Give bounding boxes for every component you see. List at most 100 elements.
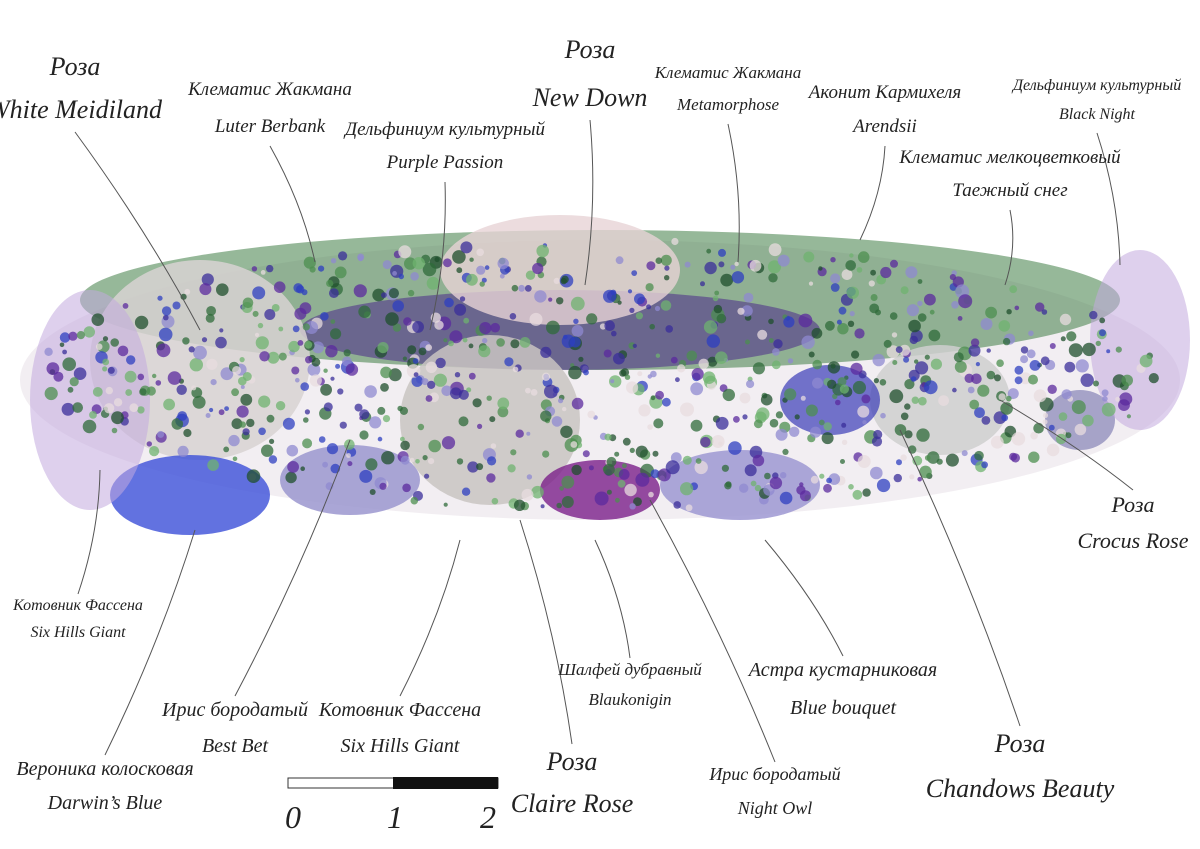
leaf bbox=[1101, 389, 1109, 397]
leaf bbox=[614, 451, 620, 457]
leaf bbox=[541, 372, 551, 381]
label-variety: Purple Passion bbox=[386, 152, 504, 173]
label-variety: Таежный снег bbox=[952, 180, 1067, 201]
flower-bed bbox=[20, 215, 1190, 535]
leaf bbox=[1115, 346, 1122, 353]
leaf bbox=[407, 345, 417, 355]
leaf bbox=[1148, 373, 1159, 384]
leaf bbox=[44, 386, 58, 401]
leaf bbox=[269, 438, 275, 444]
leaf bbox=[205, 313, 215, 323]
leaf bbox=[359, 430, 369, 440]
leaf bbox=[491, 497, 499, 505]
leaf bbox=[246, 469, 261, 484]
leader-line bbox=[727, 123, 740, 263]
label-variety: Six Hills Giant bbox=[341, 735, 460, 757]
leader-line bbox=[1096, 132, 1121, 266]
label-name: Дельфиниум культурный bbox=[343, 119, 545, 140]
leaf bbox=[330, 328, 342, 340]
leaf bbox=[631, 270, 638, 276]
leaf bbox=[546, 320, 560, 335]
leaf bbox=[184, 288, 191, 295]
leaf bbox=[629, 503, 636, 510]
leaf bbox=[273, 281, 286, 294]
leaf bbox=[873, 378, 880, 384]
leaf bbox=[909, 335, 918, 345]
leaf bbox=[724, 482, 732, 490]
leaf bbox=[809, 426, 822, 438]
leaf bbox=[260, 270, 266, 275]
leaf bbox=[207, 459, 219, 471]
leaf bbox=[268, 455, 278, 464]
leaf bbox=[400, 436, 405, 442]
leaf bbox=[287, 461, 299, 473]
leaf bbox=[477, 423, 483, 429]
scale-bar: 0 1 2 bbox=[285, 777, 499, 835]
label-name: Шалфей дубравный bbox=[557, 660, 702, 679]
leaf bbox=[1099, 329, 1106, 337]
leaf bbox=[424, 473, 430, 479]
leaf bbox=[827, 361, 841, 374]
leaf bbox=[769, 418, 779, 428]
leaf bbox=[852, 489, 863, 500]
leaf bbox=[650, 469, 660, 479]
nepeta-edge-right bbox=[1090, 250, 1190, 430]
leaf bbox=[413, 372, 419, 377]
leaf bbox=[826, 477, 832, 484]
label-name: Вероника колосковая bbox=[16, 758, 193, 780]
leaf bbox=[220, 367, 234, 381]
label-variety: Arendsii bbox=[851, 116, 917, 137]
leaf bbox=[1121, 374, 1133, 387]
leaf bbox=[443, 258, 452, 268]
leaf bbox=[553, 277, 560, 284]
leaf bbox=[1001, 414, 1009, 422]
leaf bbox=[926, 451, 940, 464]
leaf bbox=[985, 306, 997, 319]
leaf bbox=[912, 455, 923, 466]
leaf bbox=[330, 319, 336, 324]
leaf bbox=[524, 285, 532, 292]
leaf bbox=[339, 421, 347, 429]
leaf bbox=[1020, 355, 1029, 364]
leaf bbox=[73, 367, 87, 381]
leaf bbox=[624, 483, 637, 497]
leaf bbox=[583, 369, 589, 376]
leaf bbox=[353, 284, 367, 298]
leaf bbox=[904, 379, 915, 390]
leaf bbox=[326, 279, 334, 287]
leaf bbox=[744, 464, 757, 477]
scale-label: 2 bbox=[480, 799, 496, 835]
leaf bbox=[242, 297, 254, 309]
leaf bbox=[990, 435, 1004, 449]
leaf bbox=[171, 418, 184, 430]
leaf bbox=[650, 395, 656, 401]
leaf bbox=[561, 275, 569, 284]
leaf bbox=[957, 316, 963, 321]
leaf bbox=[323, 368, 328, 373]
leaf bbox=[325, 345, 338, 358]
leaf bbox=[435, 357, 446, 369]
leaf bbox=[278, 326, 284, 332]
leaf bbox=[392, 300, 405, 312]
leaf bbox=[448, 340, 454, 347]
leaf bbox=[648, 491, 654, 498]
leaf bbox=[910, 376, 917, 382]
leaf bbox=[161, 306, 172, 316]
leaf bbox=[603, 289, 617, 303]
leaf bbox=[156, 343, 171, 358]
leaf bbox=[309, 374, 322, 387]
leaf bbox=[634, 293, 645, 305]
leaf bbox=[848, 484, 854, 490]
leaf bbox=[870, 466, 883, 480]
leaf bbox=[252, 310, 259, 317]
leaf bbox=[1099, 317, 1106, 324]
leaf bbox=[228, 434, 240, 447]
leaf bbox=[364, 385, 377, 398]
leaf bbox=[924, 293, 936, 306]
leaf bbox=[456, 458, 464, 465]
leaf bbox=[1040, 356, 1050, 366]
leaf bbox=[680, 402, 694, 417]
leaf bbox=[734, 261, 739, 267]
leaf bbox=[1082, 414, 1094, 427]
leaf bbox=[511, 284, 519, 292]
